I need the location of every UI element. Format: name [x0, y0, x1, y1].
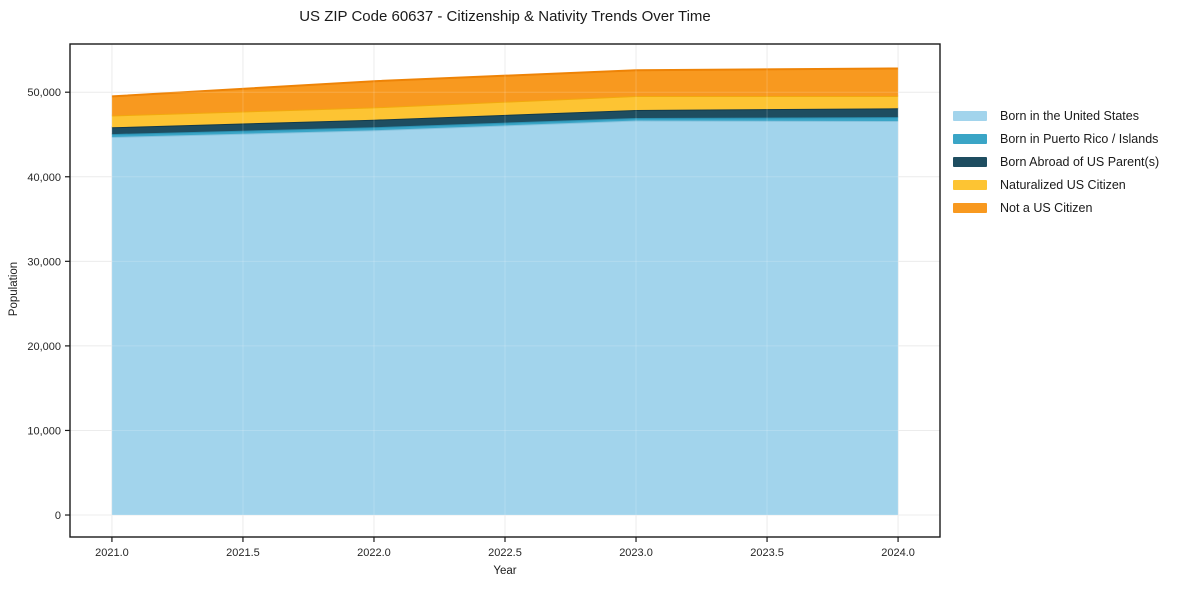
legend-item: Not a US Citizen	[953, 196, 1159, 219]
legend-label: Born Abroad of US Parent(s)	[1000, 154, 1160, 169]
y-tick-label: 30,000	[27, 256, 61, 268]
y-tick-label: 10,000	[27, 425, 61, 437]
x-tick-label: 2022.0	[357, 547, 391, 559]
y-tick-label: 50,000	[27, 87, 61, 99]
area-not-a-us-citizen	[111, 68, 899, 116]
area-naturalized-us-citizen	[111, 96, 899, 128]
x-tick-label: 2023.5	[750, 547, 784, 559]
x-tick-label: 2022.5	[488, 547, 522, 559]
area-born-in-puerto-rico-islands	[111, 117, 899, 137]
legend-swatch	[953, 179, 987, 190]
area-edge	[111, 67, 899, 98]
x-axis-label: Year	[493, 565, 517, 577]
x-tick-label: 2021.5	[226, 547, 260, 559]
legend-item: Born in the United States	[953, 104, 1159, 127]
area-born-in-the-united-states	[111, 120, 899, 515]
x-tick-label: 2021.0	[95, 547, 129, 559]
x-tick-label: 2024.0	[881, 547, 915, 559]
legend-swatch	[953, 110, 987, 121]
legend: Born in the United States Born in Puerto …	[953, 104, 1159, 219]
legend-swatch	[953, 133, 987, 144]
legend-item: Naturalized US Citizen	[953, 173, 1159, 196]
y-tick-label: 20,000	[27, 341, 61, 353]
legend-item: Born in Puerto Rico / Islands	[953, 127, 1159, 150]
chart-title: US ZIP Code 60637 - Citizenship & Nativi…	[299, 8, 711, 25]
legend-label: Born in the United States	[1000, 108, 1139, 123]
y-tick-label: 40,000	[27, 172, 61, 184]
legend-label: Not a US Citizen	[1000, 200, 1093, 215]
x-tick-label: 2023.0	[619, 547, 653, 559]
y-tick-label: 0	[55, 510, 61, 522]
legend-swatch	[953, 156, 987, 167]
legend-item: Born Abroad of US Parent(s)	[953, 150, 1159, 173]
legend-label: Born in Puerto Rico / Islands	[1000, 131, 1159, 146]
legend-swatch	[953, 202, 987, 213]
legend-label: Naturalized US Citizen	[1000, 177, 1126, 192]
area-born-abroad-of-us-parent-s-	[111, 108, 899, 135]
